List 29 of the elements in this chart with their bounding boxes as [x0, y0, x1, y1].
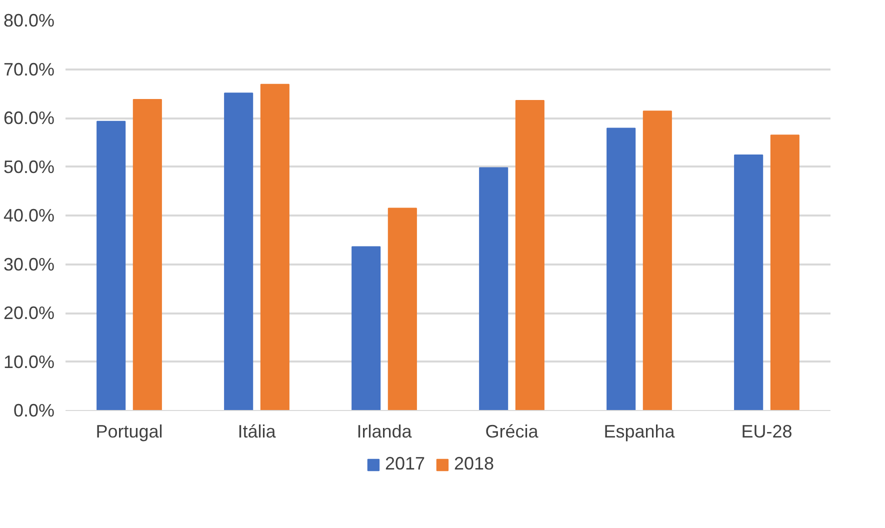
legend-label: 2017 — [384, 454, 425, 474]
bar — [734, 154, 764, 410]
y-tick-label: 50.0% — [3, 156, 55, 177]
bar — [479, 167, 508, 410]
x-tick-label: Espanha — [604, 422, 676, 442]
x-tick-label: Irlanda — [356, 422, 413, 442]
y-tick-label: 20.0% — [3, 303, 55, 323]
y-tick-label: 80.0% — [3, 10, 55, 30]
bar — [515, 100, 544, 410]
x-tick-label: EU-28 — [741, 422, 792, 442]
x-tick-label: Itália — [238, 422, 277, 442]
bar — [352, 246, 381, 410]
y-tick-label: 10.0% — [3, 352, 55, 372]
bar — [260, 84, 290, 410]
legend-label: 2018 — [454, 454, 494, 474]
bar — [96, 120, 126, 410]
bar — [770, 134, 800, 410]
bar — [642, 110, 672, 410]
bar — [388, 208, 417, 410]
bar — [224, 92, 254, 410]
y-tick-label: 70.0% — [3, 59, 55, 80]
x-tick-label: Portugal — [96, 422, 163, 442]
y-tick-label: 40.0% — [3, 206, 55, 226]
y-tick-label: 0.0% — [13, 400, 55, 420]
bar — [132, 98, 162, 410]
x-tick-label: Grécia — [485, 422, 540, 442]
y-tick-label: 30.0% — [3, 254, 55, 274]
y-tick-label: 60.0% — [3, 108, 55, 128]
bar — [606, 128, 636, 410]
